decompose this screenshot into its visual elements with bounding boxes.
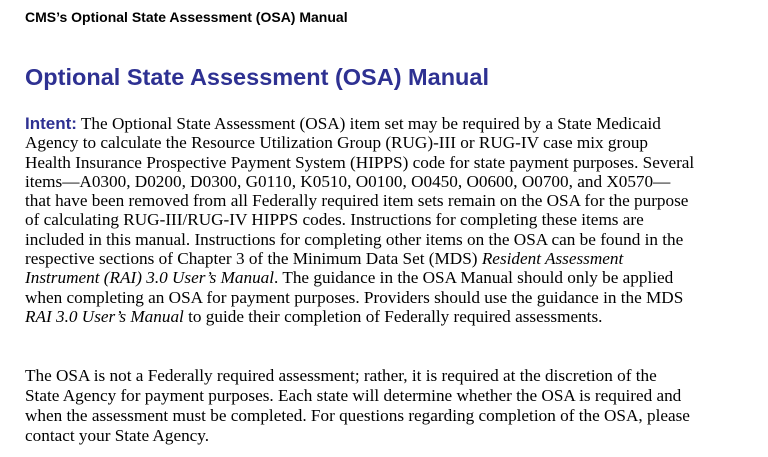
text-line: Health Insurance Prospective Payment Sys… <box>25 153 694 172</box>
text-line: Instrument (RAI) 3.0 User’s Manual. The … <box>25 268 694 287</box>
text-line: when completing an OSA for payment purpo… <box>25 288 694 307</box>
osa-discretion-paragraph: The OSA is not a Federally required asse… <box>25 366 690 446</box>
intent-label: Intent: <box>25 114 77 133</box>
text-segment: of calculating RUG-III/RUG-IV HIPPS code… <box>25 210 644 230</box>
text-line: contact your State Agency. <box>25 426 210 445</box>
text-segment: . The guidance in the OSA Manual should … <box>274 268 674 288</box>
text-line: Intent: The Optional State Assessment (O… <box>25 114 694 133</box>
text-segment: Health Insurance Prospective Payment Sys… <box>25 152 695 172</box>
text-segment: when completing an OSA for payment purpo… <box>25 287 684 307</box>
text-line: RAI 3.0 User’s Manual to guide their com… <box>25 307 694 326</box>
text-segment: items—A0300, D0200, D0300, G0110, K0510,… <box>25 171 671 191</box>
text-line: The OSA is not a Federally required asse… <box>25 366 657 385</box>
italic-title-text: Instrument (RAI) 3.0 User’s Manual <box>25 268 275 288</box>
text-segment: to guide their completion of Federally r… <box>183 306 603 326</box>
text-line: of calculating RUG-III/RUG-IV HIPPS code… <box>25 210 694 229</box>
text-line: when the assessment must be completed. F… <box>25 406 690 425</box>
text-line: State Agency for payment purposes. Each … <box>25 386 682 405</box>
page-title: Optional State Assessment (OSA) Manual <box>25 64 489 90</box>
text-segment: The Optional State Assessment (OSA) item… <box>76 114 661 133</box>
intent-paragraph: Intent: The Optional State Assessment (O… <box>25 114 694 326</box>
text-line: respective sections of Chapter 3 of the … <box>25 249 694 268</box>
text-line: included in this manual. Instructions fo… <box>25 230 694 249</box>
text-segment: respective sections of Chapter 3 of the … <box>25 249 482 269</box>
italic-title-text: RAI 3.0 User’s Manual <box>25 306 184 326</box>
running-header: CMS’s Optional State Assessment (OSA) Ma… <box>25 9 348 25</box>
text-line: that have been removed from all Federall… <box>25 191 694 210</box>
text-line: items—A0300, D0200, D0300, G0110, K0510,… <box>25 172 694 191</box>
text-segment: that have been removed from all Federall… <box>25 191 689 211</box>
text-segment: included in this manual. Instructions fo… <box>25 229 684 249</box>
text-line: Agency to calculate the Resource Utiliza… <box>25 133 694 152</box>
italic-title-text: Resident Assessment <box>481 249 624 269</box>
text-segment: Agency to calculate the Resource Utiliza… <box>25 133 649 153</box>
